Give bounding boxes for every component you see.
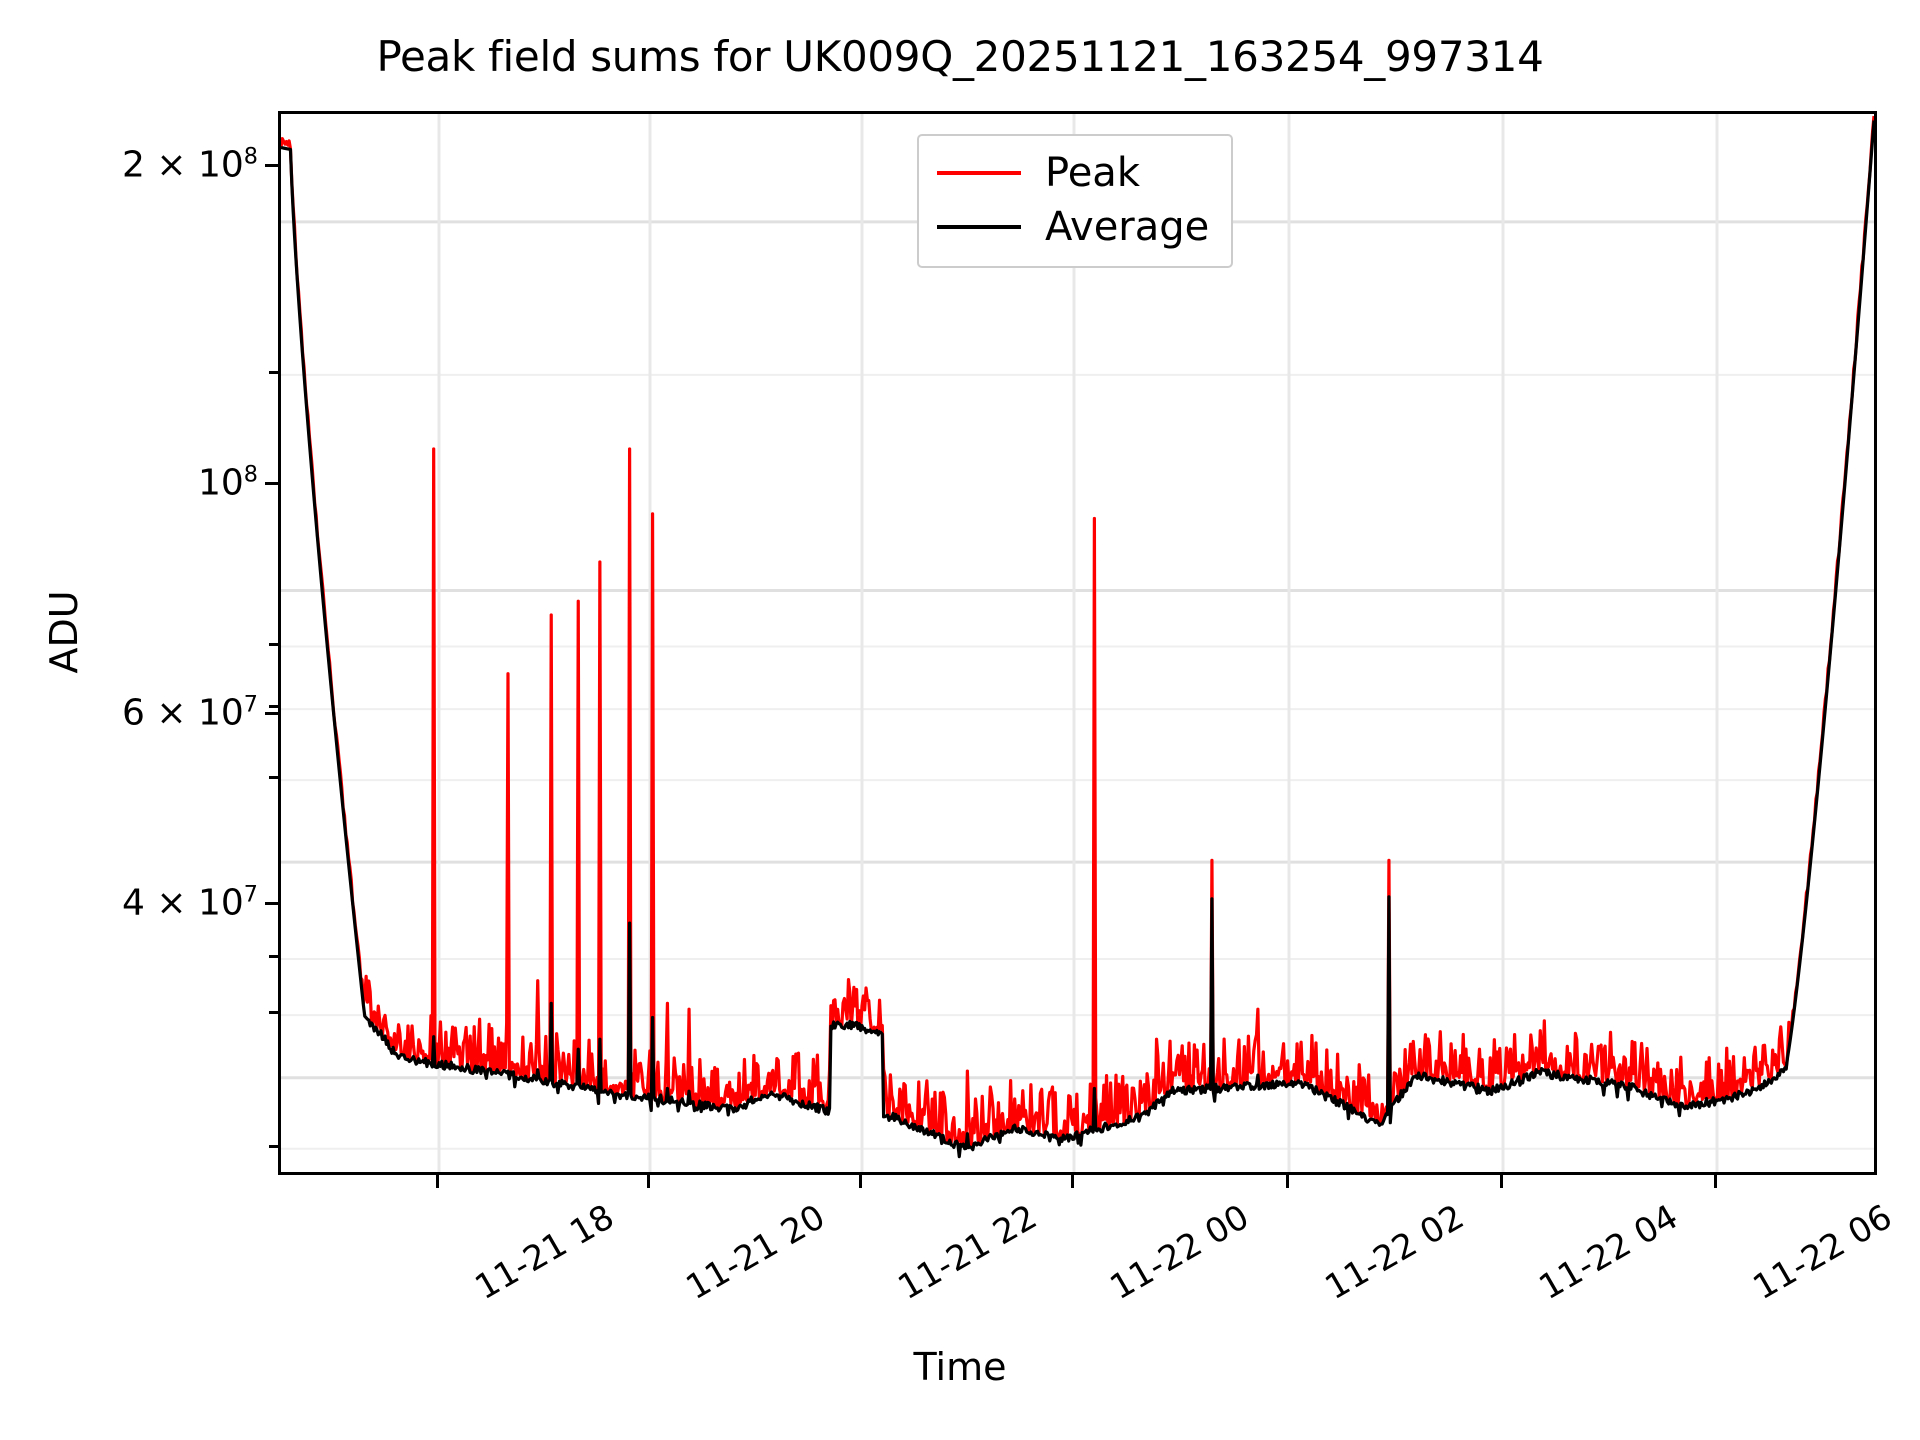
x-tick-label: 11-22 04 [1532, 1197, 1685, 1309]
series-peak-line [281, 115, 1874, 1149]
y-tick-label: 2 × 108 [122, 143, 258, 186]
series-average-line [281, 120, 1874, 1159]
data-line [281, 120, 1874, 1159]
legend-label-peak: Peak [1045, 150, 1140, 196]
y-tick-label: 4 × 107 [122, 881, 258, 924]
legend-swatch-peak [937, 171, 1021, 175]
y-axis-tick-labels: 2 × 108 108 6 × 107 4 × 107 [0, 0, 258, 1440]
legend-label-average: Average [1045, 204, 1210, 250]
gridlines [281, 114, 1874, 1172]
y-tick-label: 108 [197, 461, 258, 504]
chart-legend: Peak Average [917, 134, 1234, 268]
x-tick-label: 11-22 06 [1746, 1197, 1899, 1309]
x-tick-label: 11-21 22 [891, 1197, 1044, 1309]
page-title: Peak field sums for UK009Q_20251121_1632… [376, 32, 1544, 81]
legend-item-average: Average [937, 200, 1209, 254]
x-axis-label: Time [913, 1345, 1007, 1389]
x-tick-label: 11-22 00 [1103, 1197, 1256, 1309]
legend-item-peak: Peak [937, 146, 1209, 200]
legend-swatch-average [937, 225, 1021, 229]
x-tick-label: 11-21 18 [468, 1197, 621, 1309]
chart-plot-svg [281, 114, 1874, 1172]
x-tick-label: 11-21 20 [679, 1197, 832, 1309]
data-line [281, 115, 1874, 1149]
y-tick-label: 6 × 107 [122, 691, 258, 734]
x-tick-label: 11-22 02 [1318, 1197, 1471, 1309]
plot-area [278, 111, 1877, 1175]
